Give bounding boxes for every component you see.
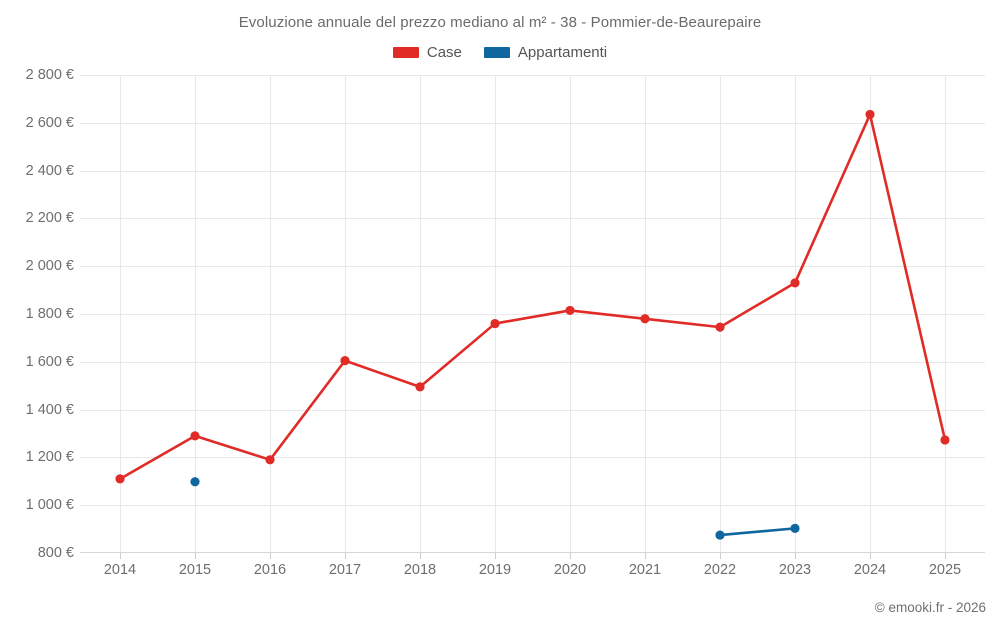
legend-label-case: Case: [426, 44, 462, 61]
data-point-marker[interactable]: [415, 382, 425, 392]
x-axis-tick-label: 2020: [553, 562, 587, 578]
x-axis-tick-label: 2018: [403, 562, 437, 578]
gridline-horizontal: [80, 75, 985, 76]
gridline-horizontal: [80, 314, 985, 315]
data-point-marker[interactable]: [640, 314, 650, 324]
data-point-marker[interactable]: [190, 431, 200, 441]
data-point-marker[interactable]: [865, 109, 875, 120]
data-point-marker[interactable]: [265, 455, 275, 465]
y-axis-tick-label: 1 200 €: [25, 449, 74, 466]
y-axis-labels: 800 € 1 000 € 1 200 € 1 400 € 1 600 € 1 800 €…: [0, 67, 74, 561]
y-axis-tick-label: 1 400 €: [25, 401, 74, 418]
gridline-horizontal: [80, 505, 985, 507]
gridline-vertical: [420, 75, 421, 553]
gridline-vertical: [345, 75, 346, 553]
data-point-marker[interactable]: [190, 477, 200, 487]
gridline-vertical: [720, 75, 721, 553]
gridline-horizontal: [80, 361, 985, 363]
x-axis-tick-label: 2017: [328, 562, 362, 578]
x-axis-tick-mark: [645, 553, 646, 559]
data-point-marker[interactable]: [715, 322, 725, 332]
y-axis-tick-label: 1 600 €: [25, 353, 74, 370]
y-axis-tick-label: 2 000 €: [25, 258, 74, 275]
data-point-marker[interactable]: [715, 530, 725, 540]
y-axis-tick-label: 2 800 €: [25, 67, 74, 83]
gridline-horizontal: [80, 170, 985, 172]
x-axis-tick-mark: [495, 553, 496, 559]
gridline-horizontal: [80, 266, 985, 268]
x-axis-tick-mark: [345, 553, 346, 559]
x-axis-tick-label: 2015: [178, 562, 212, 578]
gridline-horizontal: [80, 457, 985, 459]
gridline-vertical: [195, 75, 196, 553]
x-axis-tick-label: 2022: [703, 562, 737, 578]
x-axis-tick-mark: [945, 553, 946, 559]
y-axis-tick-label: 1 800 €: [25, 306, 74, 322]
y-axis-tick-label: 2 400 €: [25, 162, 74, 179]
x-axis-tick-mark: [195, 553, 196, 559]
x-axis-tick-mark: [795, 553, 796, 559]
series-line-appartamenti: [718, 527, 797, 537]
x-axis-tick-label: 2025: [928, 562, 962, 578]
plot-area: [80, 75, 985, 559]
footer-credit: © emooki.fr - 2026: [874, 600, 986, 615]
gridline-horizontal: [80, 409, 985, 411]
data-point-marker[interactable]: [115, 474, 125, 484]
legend-item-appartamenti[interactable]: Appartamenti: [483, 44, 608, 61]
data-point-marker[interactable]: [790, 523, 800, 533]
y-axis-tick-label: 2 600 €: [25, 114, 74, 131]
legend-label-appartamenti: Appartamenti: [517, 44, 608, 61]
gridline-vertical: [795, 75, 796, 553]
x-axis-tick-mark: [720, 553, 721, 559]
chart-legend: Case Appartamenti: [0, 44, 1000, 61]
x-axis-tick-mark: [120, 553, 121, 559]
data-point-marker[interactable]: [340, 356, 350, 366]
x-axis-tick-label: 2019: [478, 562, 512, 578]
gridline-vertical: [945, 75, 946, 553]
x-axis-tick-mark: [570, 553, 571, 559]
data-point-marker[interactable]: [940, 435, 950, 445]
data-point-marker[interactable]: [790, 278, 800, 288]
x-axis-tick-mark: [270, 553, 271, 559]
gridline-vertical: [270, 75, 271, 553]
y-axis-tick-label: 1 000 €: [25, 497, 74, 514]
gridline-vertical: [645, 75, 646, 553]
x-axis-baseline: [80, 552, 985, 553]
legend-swatch-blue-icon: [483, 47, 510, 58]
x-axis-tick-label: 2016: [253, 562, 287, 578]
x-axis-tick-label: 2021: [628, 562, 662, 578]
gridline-vertical: [120, 75, 121, 553]
x-axis-labels: 2014 2015 2016 2017 2018 2019 2020 2021 2022 2023…: [80, 562, 985, 584]
data-point-marker[interactable]: [565, 305, 575, 316]
x-axis-tick-mark: [420, 553, 421, 559]
chart-title: Evoluzione annuale del prezzo mediano al…: [238, 14, 762, 31]
y-axis-tick-label: 2 200 €: [25, 210, 74, 227]
series-layer: [115, 109, 950, 540]
x-axis-tick-label: 2023: [778, 562, 812, 578]
series-line-case: [118, 113, 947, 481]
gridline-vertical: [495, 75, 496, 553]
x-axis-tick-label: 2014: [103, 562, 137, 578]
gridline-horizontal: [80, 218, 985, 220]
legend-swatch-red-icon: [392, 47, 419, 58]
y-axis-tick-label: 800 €: [37, 545, 74, 561]
x-axis-tick-mark: [870, 553, 871, 559]
data-point-marker[interactable]: [490, 318, 500, 329]
gridline-vertical: [870, 75, 871, 553]
legend-item-case[interactable]: Case: [392, 44, 462, 61]
x-axis-tick-label: 2024: [853, 562, 887, 578]
gridline-horizontal: [80, 122, 985, 124]
